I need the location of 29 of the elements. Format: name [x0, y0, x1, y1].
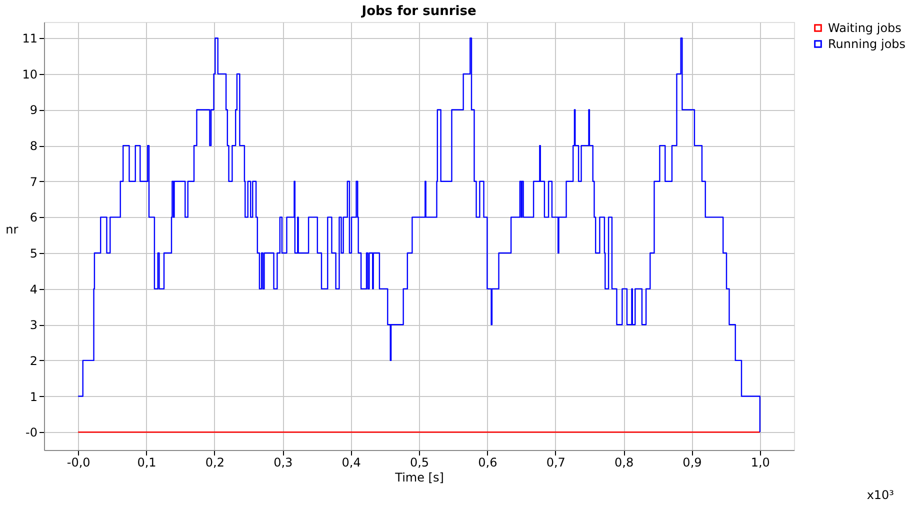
y-tick-label: 7 — [30, 174, 38, 189]
y-tick-label: 3 — [30, 318, 38, 332]
x-tick-label: 0,9 — [682, 456, 702, 470]
x-tick-label: 0,2 — [205, 456, 224, 470]
text: x10³ — [866, 488, 894, 502]
y-tick-label: 11 — [22, 32, 38, 46]
x-tick-label: 0,7 — [546, 456, 566, 470]
y-tick-label: 4 — [30, 282, 38, 296]
x-tick-label: 0,8 — [614, 456, 634, 470]
y-tick-label: 2 — [30, 354, 38, 368]
y-tick-label: -0 — [26, 426, 38, 440]
chart-title: Jobs for sunrise — [360, 4, 476, 19]
legend-label: Running jobs — [828, 37, 906, 51]
y-tick-label: 8 — [30, 139, 38, 154]
y-tick-label: 10 — [22, 67, 38, 82]
legend-label: Waiting jobs — [828, 21, 902, 35]
y-tick-label: 5 — [30, 246, 38, 261]
x-tick-label: 0,3 — [274, 456, 293, 470]
x-tick-label: 0,1 — [137, 456, 156, 470]
y-tick-label: 9 — [30, 103, 38, 118]
y-tick-label: 6 — [30, 210, 38, 225]
x-axis-title: Time [s] — [394, 470, 444, 484]
y-tick-label: 1 — [30, 390, 38, 404]
y-axis-title: nr — [6, 222, 18, 236]
x-tick-label: 1,0 — [750, 456, 770, 470]
x-tick-label: 0,4 — [342, 456, 361, 470]
x-tick-label: 0,6 — [478, 456, 498, 470]
x-tick-label: 0,5 — [410, 456, 430, 470]
x-tick-label: -0,0 — [66, 456, 90, 470]
